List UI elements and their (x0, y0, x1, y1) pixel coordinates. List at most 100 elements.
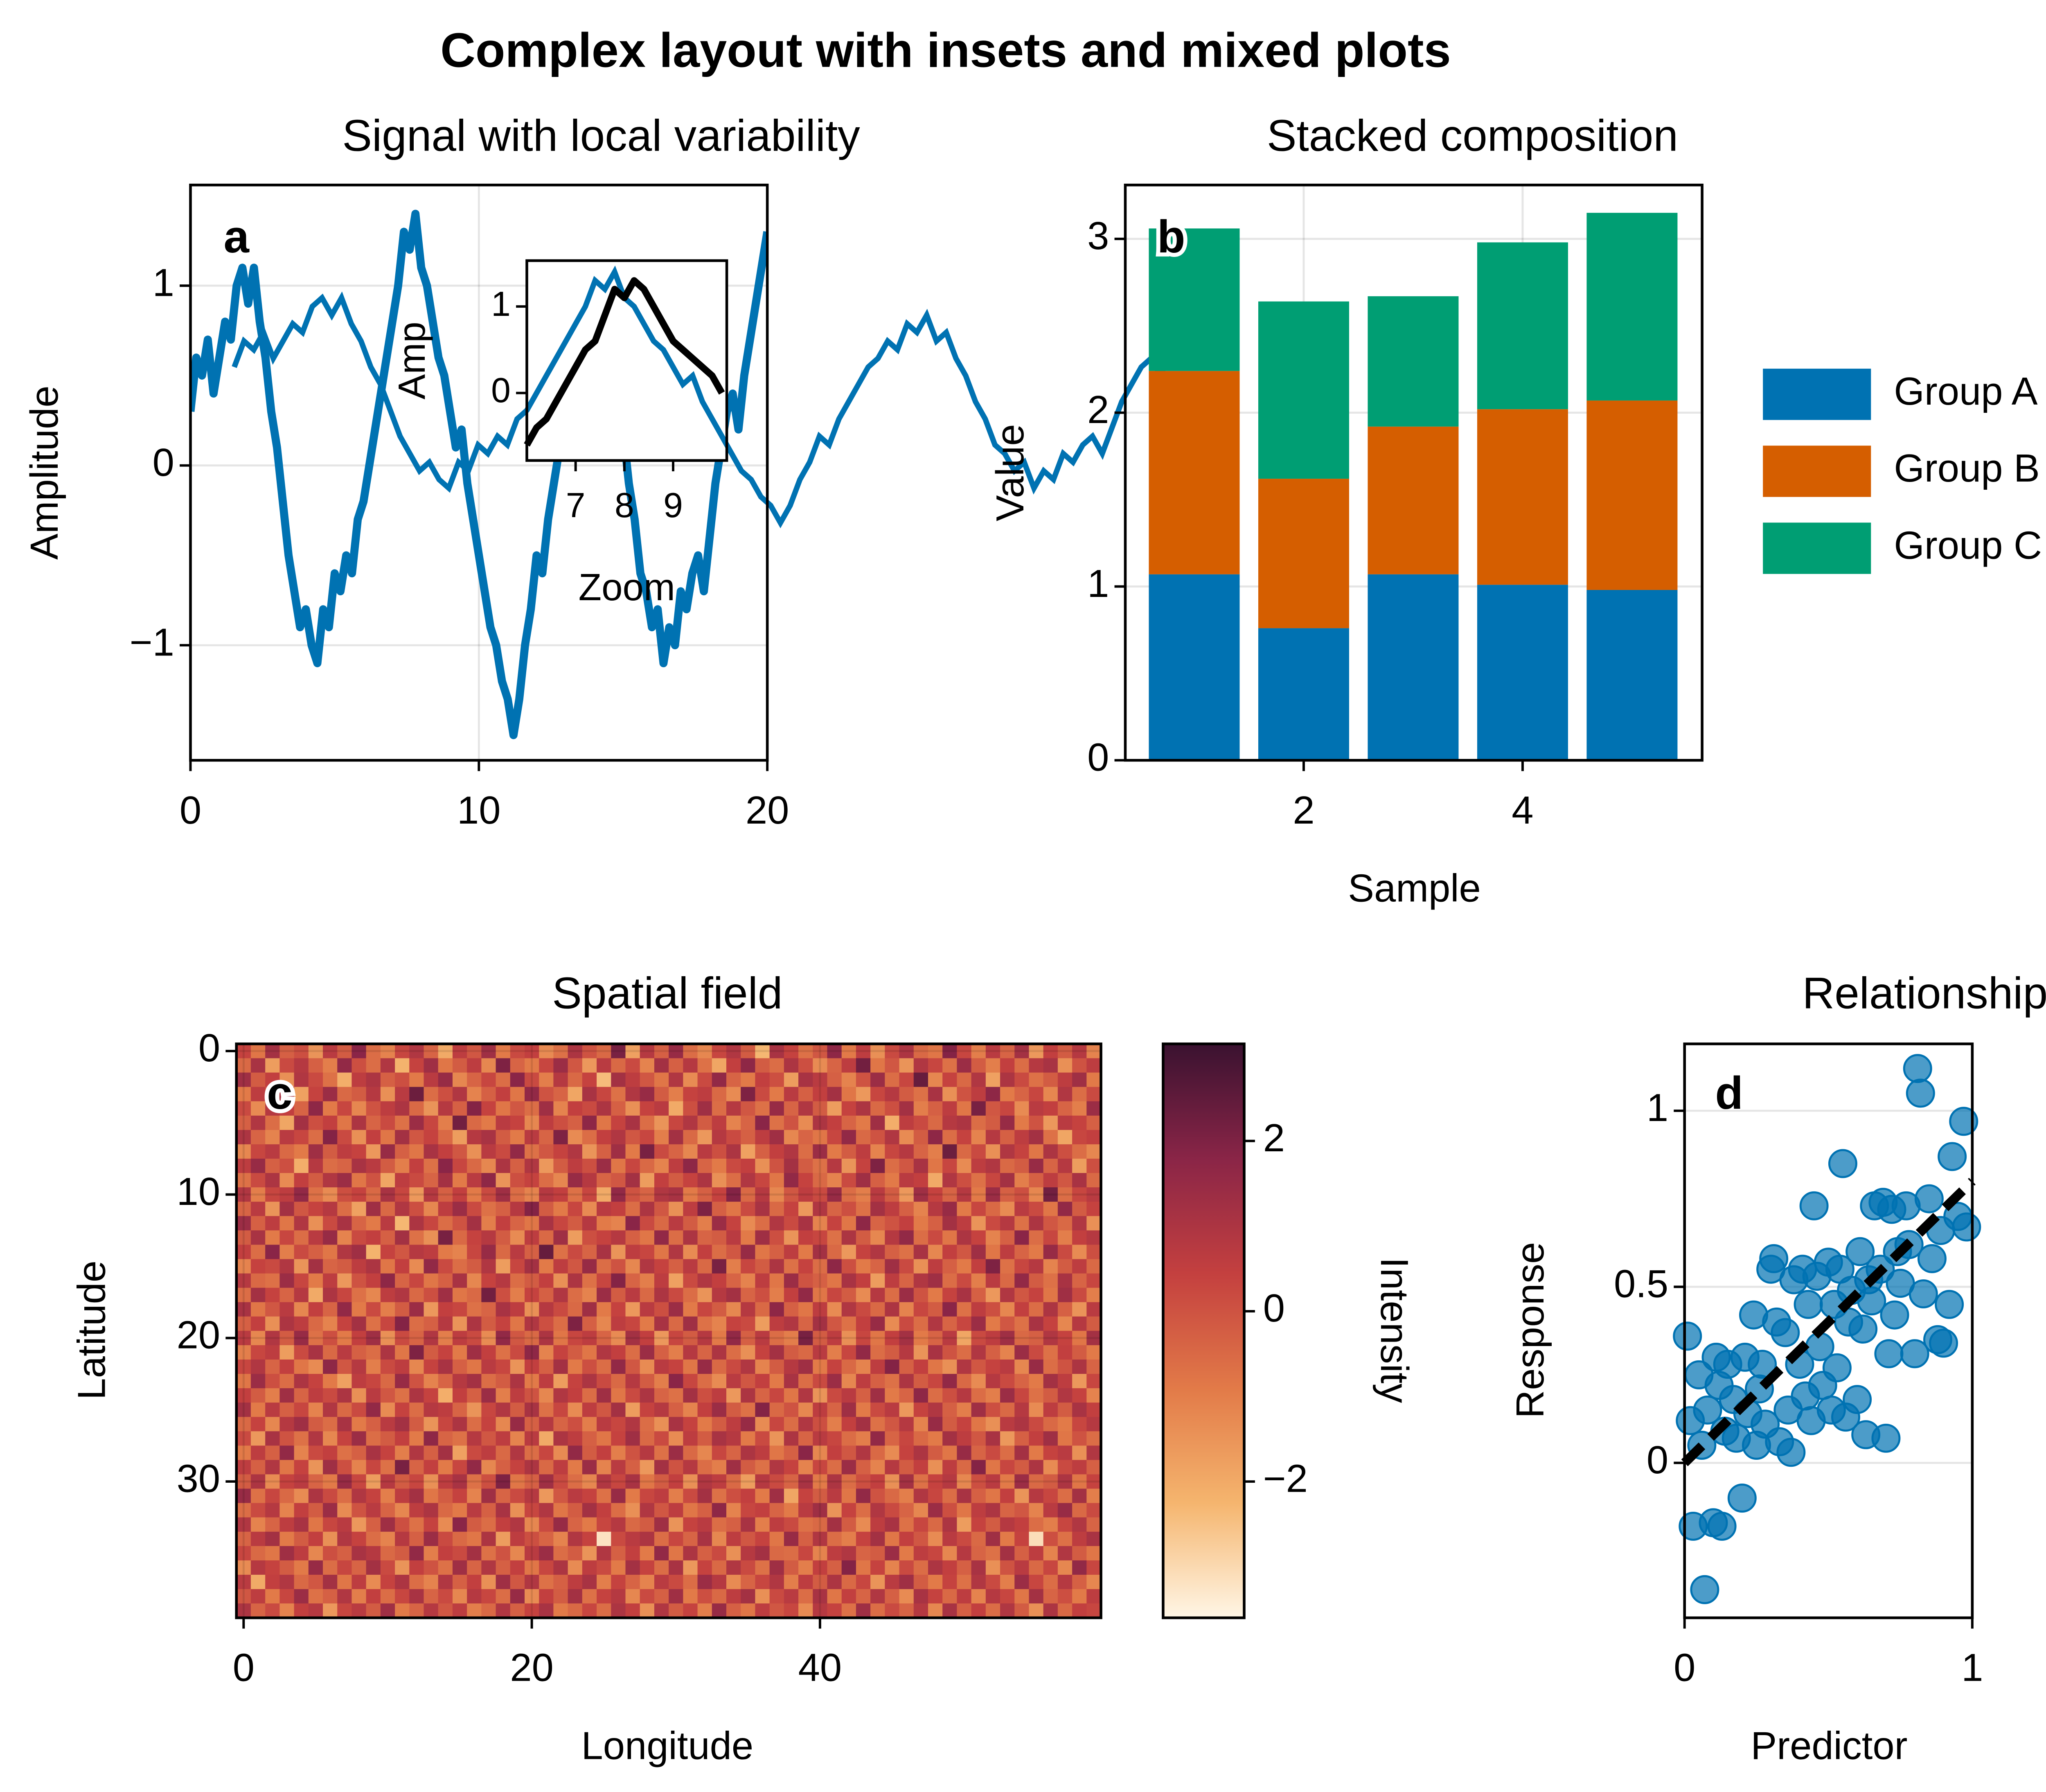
heatmap-cell (784, 1302, 799, 1317)
heatmap-cell (1029, 1345, 1044, 1360)
heatmap-cell (640, 1345, 655, 1360)
heatmap-cell (1000, 1474, 1015, 1489)
heatmap-cell (582, 1330, 597, 1346)
heatmap-cell (496, 1058, 511, 1073)
heatmap-cell (539, 1330, 554, 1346)
heatmap-cell (726, 1460, 741, 1475)
bar-segment (1477, 409, 1568, 585)
heatmap-cell (726, 1130, 741, 1145)
heatmap-cell (712, 1431, 727, 1446)
bar-segment (1368, 296, 1459, 427)
heatmap-cell (452, 1503, 468, 1518)
heatmap-cell (899, 1288, 914, 1303)
heatmap-cell (942, 1072, 958, 1087)
heatmap-cell (827, 1087, 842, 1102)
heatmap-cell (827, 1330, 842, 1346)
heatmap-cell (337, 1273, 352, 1288)
heatmap-cell (481, 1531, 496, 1547)
heatmap-cell (452, 1403, 468, 1418)
heatmap-cell (957, 1202, 972, 1217)
heatmap-cell (1086, 1302, 1102, 1317)
heatmap-cell (337, 1575, 352, 1590)
heatmap-cell (496, 1273, 511, 1288)
heatmap-cell (496, 1417, 511, 1432)
heatmap-cell (841, 1417, 856, 1432)
heatmap-cell (438, 1546, 453, 1561)
heatmap-cell (510, 1316, 525, 1331)
y-tick-label: 0.5 (1614, 1262, 1668, 1306)
heatmap-cell (712, 1245, 727, 1260)
heatmap-cell (784, 1517, 799, 1532)
heatmap-cell (913, 1158, 928, 1174)
heatmap-cell (755, 1158, 770, 1174)
heatmap-cell (827, 1158, 842, 1174)
heatmap-cell (510, 1173, 525, 1188)
heatmap-cell (957, 1388, 972, 1403)
heatmap-cell (1057, 1488, 1073, 1504)
heatmap-cell (697, 1488, 712, 1504)
heatmap-cell (957, 1531, 972, 1547)
heatmap-cell (510, 1187, 525, 1202)
heatmap-cell (769, 1474, 784, 1489)
heatmap-cell (827, 1072, 842, 1087)
heatmap-cell (294, 1531, 309, 1547)
heatmap-cell (395, 1316, 410, 1331)
heatmap-cell (957, 1173, 972, 1188)
y-axis-label: Value (988, 424, 1032, 521)
heatmap-cell (928, 1302, 943, 1317)
heatmap-cell (1014, 1488, 1030, 1504)
heatmap-cell (265, 1431, 280, 1446)
heatmap-cell (366, 1245, 381, 1260)
heatmap-cell (597, 1474, 612, 1489)
heatmap-cell (741, 1603, 756, 1619)
heatmap-cell (971, 1474, 986, 1489)
y-tick-label: 20 (177, 1313, 220, 1357)
heatmap-cell (928, 1488, 943, 1504)
heatmap-cell (654, 1144, 669, 1159)
heatmap-cell (697, 1044, 712, 1059)
heatmap-cell (971, 1488, 986, 1504)
heatmap-cell (308, 1460, 323, 1475)
heatmap-cell (1043, 1115, 1058, 1130)
heatmap-cell (524, 1130, 540, 1145)
heatmap-cell (539, 1517, 554, 1532)
x-tick-label: 0 (1674, 1646, 1695, 1690)
heatmap-cell (337, 1044, 352, 1059)
heatmap-cell (409, 1531, 424, 1547)
heatmap-cell (265, 1374, 280, 1389)
heatmap-cell (798, 1488, 813, 1504)
heatmap-cell (1000, 1144, 1015, 1159)
heatmap-cell (697, 1144, 712, 1159)
heatmap-cell (640, 1101, 655, 1116)
heatmap-cell (1086, 1575, 1102, 1590)
heatmap-cell (856, 1144, 871, 1159)
heatmap-cell (1014, 1474, 1030, 1489)
heatmap-cell (611, 1288, 626, 1303)
heatmap-cell (870, 1115, 886, 1130)
y-axis-label: Amplitude (23, 385, 66, 560)
heatmap-cell (553, 1316, 568, 1331)
heatmap-cell (798, 1158, 813, 1174)
heatmap-cell (1057, 1316, 1073, 1331)
heatmap-cell (568, 1431, 583, 1446)
heatmap-cell (250, 1173, 266, 1188)
heatmap-cell (250, 1603, 266, 1619)
heatmap-cell (1029, 1202, 1044, 1217)
heatmap-cell (395, 1417, 410, 1432)
heatmap-cell (568, 1273, 583, 1288)
heatmap-cell (553, 1589, 568, 1604)
scatter-point (1938, 1142, 1967, 1171)
heatmap-cell (337, 1460, 352, 1475)
heatmap-cell (1029, 1445, 1044, 1461)
heatmap-cell (1043, 1144, 1058, 1159)
heatmap-cell (452, 1374, 468, 1389)
heatmap-cell (1072, 1603, 1087, 1619)
heatmap-cell (985, 1445, 1001, 1461)
y-tick-label: 0 (491, 371, 511, 410)
heatmap-cell (798, 1202, 813, 1217)
heatmap-cell (1057, 1445, 1073, 1461)
heatmap-cell (640, 1388, 655, 1403)
heatmap-cell (1086, 1445, 1102, 1461)
heatmap-cell (539, 1187, 554, 1202)
heatmap-cell (352, 1589, 367, 1604)
